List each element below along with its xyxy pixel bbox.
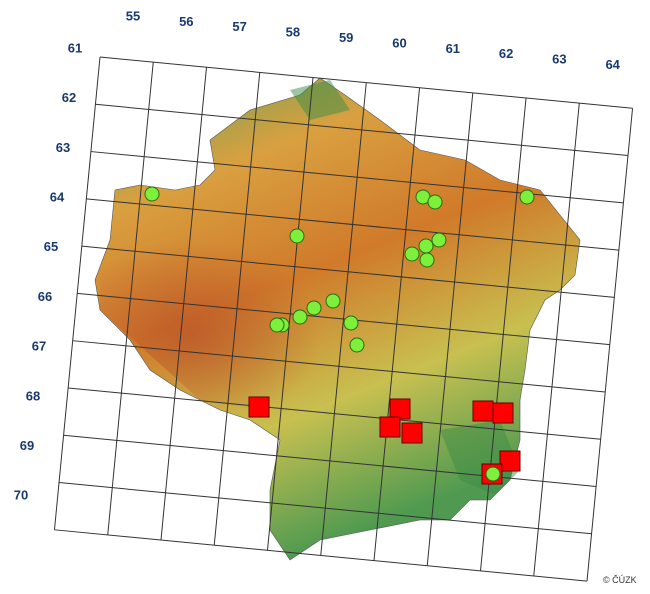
column-label: 63 [552,52,566,67]
column-label: 59 [339,30,353,45]
grid [53,56,634,582]
column-label: 62 [499,46,513,61]
record-square [401,422,423,444]
grid-line [63,434,597,488]
grid-line [90,151,624,204]
record-square [389,398,411,420]
row-label: 68 [26,388,40,403]
copyright: © ČÚZK [603,575,637,585]
record-square [248,396,270,418]
column-label: 57 [232,19,246,34]
grid-line [58,482,592,535]
row-label: 65 [44,239,58,254]
record-circle [418,238,434,254]
record-circle [144,186,160,202]
grid-line [54,529,588,582]
record-circle [349,337,365,353]
row-label: 67 [32,339,46,354]
column-label: 58 [286,25,300,40]
terrain [94,77,581,561]
record-circle [519,189,535,205]
record-circle [343,315,359,331]
column-label: 60 [392,35,406,50]
grid-line [99,56,633,109]
record-circle [485,466,501,482]
row-label: 62 [62,90,76,105]
record-circle [269,317,285,333]
records [144,186,535,485]
labels: 55 56 57 58 59 60 61 62 63 64 61 62 63 64 65 66 67 68 69 70 [14,8,621,502]
grid-line [68,387,601,440]
record-circle [289,228,305,244]
row-label: 66 [38,289,52,304]
record-circle [431,232,447,248]
grid-line [72,340,606,393]
grid-line [86,198,619,251]
record-circle [427,194,443,210]
row-label: 69 [20,438,34,453]
record-square [492,402,514,424]
grid-line [81,245,615,298]
grid-line [53,56,101,530]
column-label: 64 [605,57,620,72]
column-label: 55 [126,8,140,23]
record-square [499,450,521,472]
column-label: 56 [179,14,193,29]
grid-line [77,292,610,346]
record-circle [292,309,308,325]
grid-line [95,103,629,157]
record-square [379,416,401,438]
row-label: 64 [50,190,65,205]
record-circle [306,300,322,316]
record-circle [404,246,420,262]
record-square [472,400,494,422]
row-label: 61 [68,40,82,55]
row-label: 70 [14,488,28,503]
record-circle [325,293,341,309]
record-circle [419,252,435,268]
column-label: 61 [446,41,460,56]
row-label: 63 [56,140,70,155]
